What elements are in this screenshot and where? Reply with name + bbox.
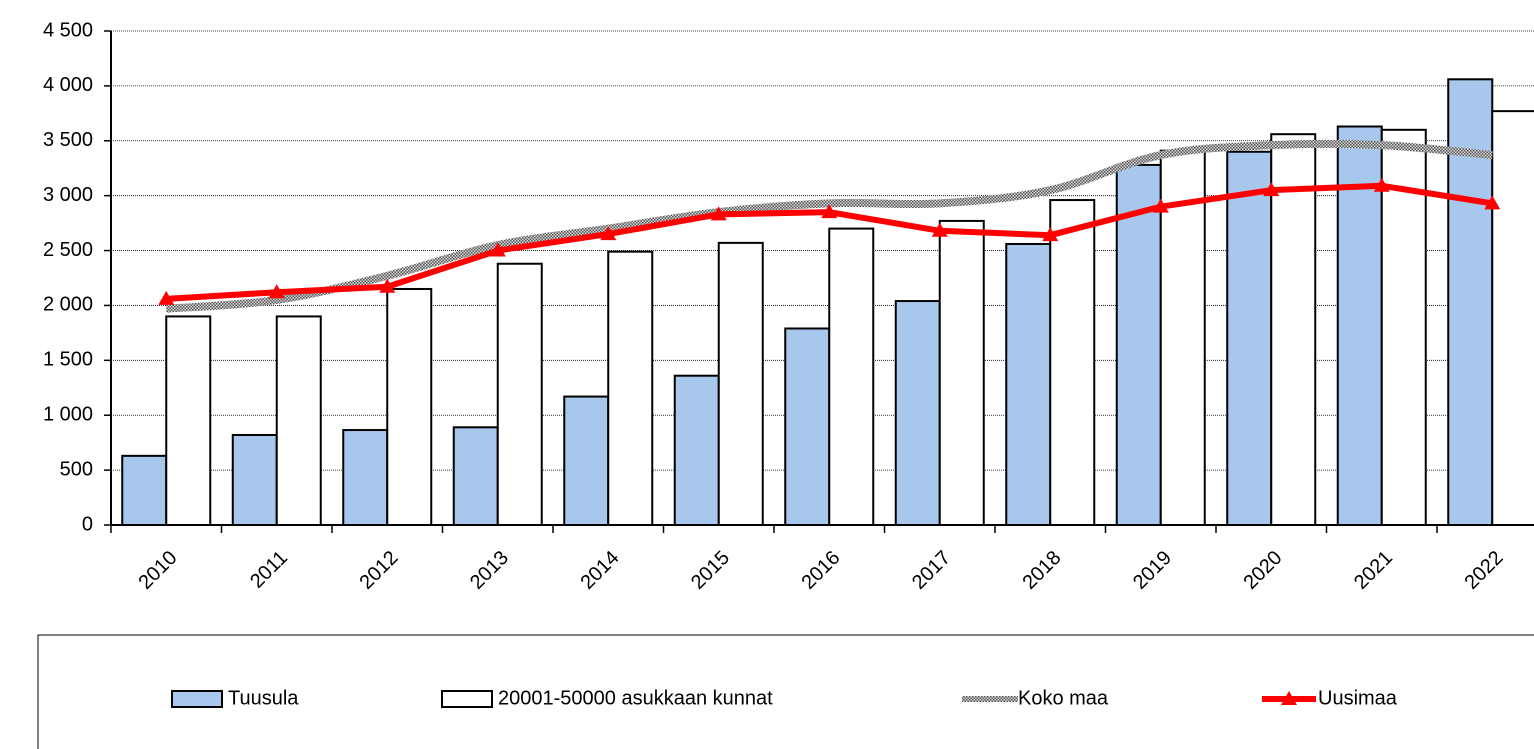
bar bbox=[121, 454, 168, 526]
x-tick-label: 2021 bbox=[1350, 547, 1397, 594]
bar bbox=[1159, 149, 1206, 526]
bar bbox=[1447, 78, 1494, 527]
bar bbox=[607, 250, 654, 527]
x-tick-label: 2010 bbox=[134, 547, 181, 594]
bar bbox=[784, 327, 831, 526]
y-tick-label: 2 500 bbox=[43, 239, 93, 261]
x-tick-label: 2019 bbox=[1129, 547, 1176, 594]
y-tick-label: 500 bbox=[60, 458, 93, 480]
marker bbox=[489, 242, 506, 257]
bar bbox=[563, 395, 610, 526]
bar bbox=[1380, 128, 1427, 527]
legend-marker bbox=[1281, 691, 1297, 705]
marker bbox=[158, 290, 175, 305]
x-tick-label: 2015 bbox=[687, 547, 734, 594]
y-tick-label: 3 500 bbox=[43, 129, 93, 151]
bar bbox=[1491, 110, 1534, 526]
y-tick-label: 1 000 bbox=[43, 404, 93, 426]
marker bbox=[1042, 227, 1059, 242]
bar bbox=[1270, 133, 1317, 527]
bar bbox=[231, 433, 278, 526]
y-tick-label: 1 500 bbox=[43, 349, 93, 371]
x-tick-label: 2014 bbox=[576, 547, 623, 594]
bar bbox=[1336, 125, 1383, 527]
bar bbox=[496, 262, 543, 526]
x-tick-label: 2011 bbox=[246, 547, 292, 593]
x-tick-label: 2020 bbox=[1239, 547, 1286, 594]
bar bbox=[452, 426, 499, 527]
marker bbox=[1152, 198, 1169, 213]
bar bbox=[386, 287, 433, 526]
y-tick-label: 4 000 bbox=[43, 74, 93, 96]
bar bbox=[938, 219, 985, 526]
marker bbox=[1484, 195, 1501, 210]
marker bbox=[600, 226, 617, 241]
x-tick-label: 2022 bbox=[1460, 547, 1507, 594]
marker bbox=[1373, 177, 1390, 192]
marker bbox=[379, 278, 396, 293]
line bbox=[165, 139, 1493, 313]
bar bbox=[1226, 150, 1273, 526]
bar bbox=[1005, 242, 1052, 526]
x-tick-label: 2018 bbox=[1018, 547, 1065, 594]
x-tick-label: 2016 bbox=[797, 547, 844, 594]
legend-swatch bbox=[441, 690, 493, 708]
x-tick-label: 2017 bbox=[908, 547, 955, 594]
bar bbox=[342, 429, 389, 527]
marker bbox=[1263, 182, 1280, 197]
legend-label: Koko maa bbox=[1018, 687, 1109, 709]
x-tick-label: 2012 bbox=[355, 547, 402, 594]
marker bbox=[821, 204, 838, 219]
bar bbox=[165, 315, 212, 526]
legend-box bbox=[37, 634, 1534, 749]
marker bbox=[931, 222, 948, 237]
legend-label: 20001-50000 asukkaan kunnat bbox=[498, 687, 773, 709]
y-tick-label: 3 000 bbox=[43, 184, 93, 206]
bar bbox=[717, 241, 764, 526]
legend-label: Tuusula bbox=[228, 687, 299, 709]
bar bbox=[828, 227, 875, 526]
x-tick-label: 2013 bbox=[466, 547, 513, 594]
y-tick-label: 4 500 bbox=[43, 19, 93, 41]
bar bbox=[275, 315, 322, 526]
legend-label: Uusimaa bbox=[1318, 687, 1398, 709]
bar bbox=[1049, 199, 1096, 527]
y-tick-label: 2 000 bbox=[43, 294, 93, 316]
bar bbox=[673, 374, 720, 526]
marker bbox=[710, 206, 727, 221]
legend-swatch bbox=[171, 690, 223, 708]
bar bbox=[894, 300, 941, 527]
y-tick-label: 0 bbox=[82, 513, 93, 535]
marker bbox=[268, 284, 285, 299]
